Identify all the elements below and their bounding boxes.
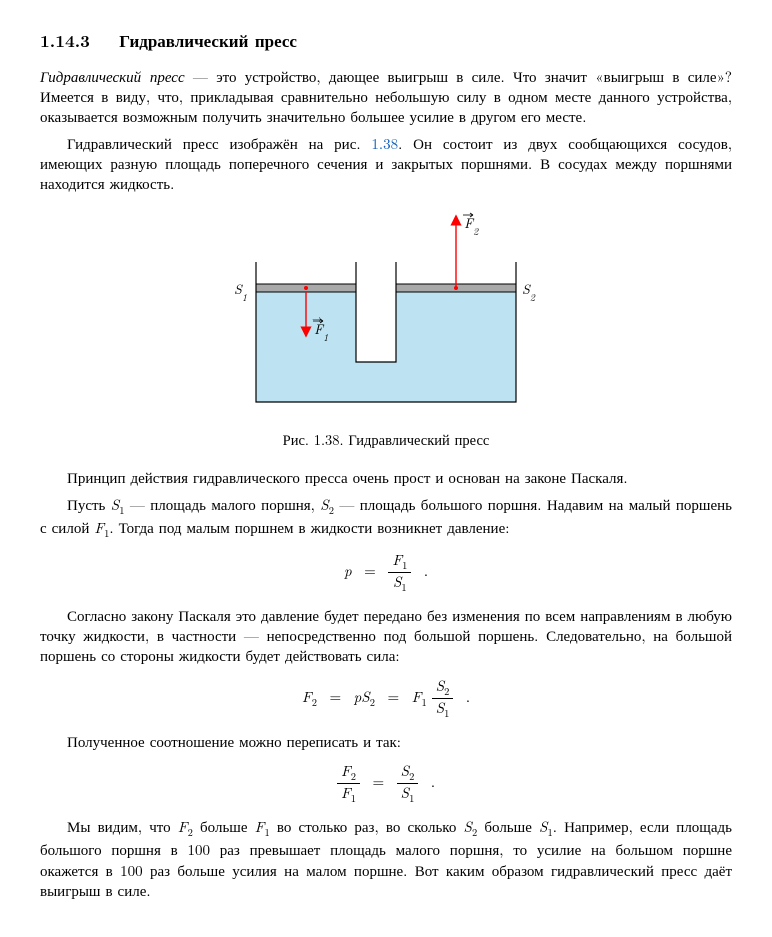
hydraulic-press-diagram: F1→F2S1S2 [216,212,556,417]
paragraph-4: Пусть S1 — площадь малого поршня, S2 — п… [40,495,732,541]
section-heading: 1.14.3 Гидравлический пресс [40,30,732,53]
eq3-left: F2 F1 [337,762,360,805]
equation-2: F2 = pS2 = F1 S2 S1 . [40,677,732,720]
figure-reference: 1.38 [371,133,398,154]
section-title: Гидравлический пресс [119,29,297,53]
eq3-right: S2 S1 [397,762,419,805]
svg-text:S2: S2 [522,279,536,304]
eq-period: . [458,686,470,707]
paragraph-1: Гидравлический пресс — это устройство, д… [40,67,732,128]
eq1-lhs: p [344,560,352,581]
eq2-fraction: S2 S1 [432,677,454,720]
svg-text:F2: F2 [464,213,479,238]
equation-1: p = F1 S1 . [40,551,732,594]
svg-text:S1: S1 [234,279,247,304]
figure: F1→F2S1S2 [40,212,732,422]
figure-caption: Рис. 1.38. Гидравлический пресс [40,431,732,451]
eq-period: . [416,560,428,581]
paragraph-2: Гидравлический пресс изображён на рис. 1… [40,134,732,195]
section-number: 1.14.3 [40,29,90,53]
equation-3: F2 F1 = S2 S1 . [40,762,732,805]
paragraph-6: Полученное соотношение можно переписать … [40,732,732,752]
paragraph-5: Согласно закону Паскаля это давление буд… [40,606,732,667]
paragraph-3: Принцип действия гидравлического пресса … [40,468,732,488]
eq-period: . [423,771,435,792]
paragraph-7: Мы видим, что F2 больше F1 во столько ра… [40,817,732,901]
term: Гидравлический пресс [40,66,185,87]
para2-a: Гидравлический пресс изображён на рис. [67,133,371,154]
eq1-fraction: F1 S1 [388,551,411,594]
